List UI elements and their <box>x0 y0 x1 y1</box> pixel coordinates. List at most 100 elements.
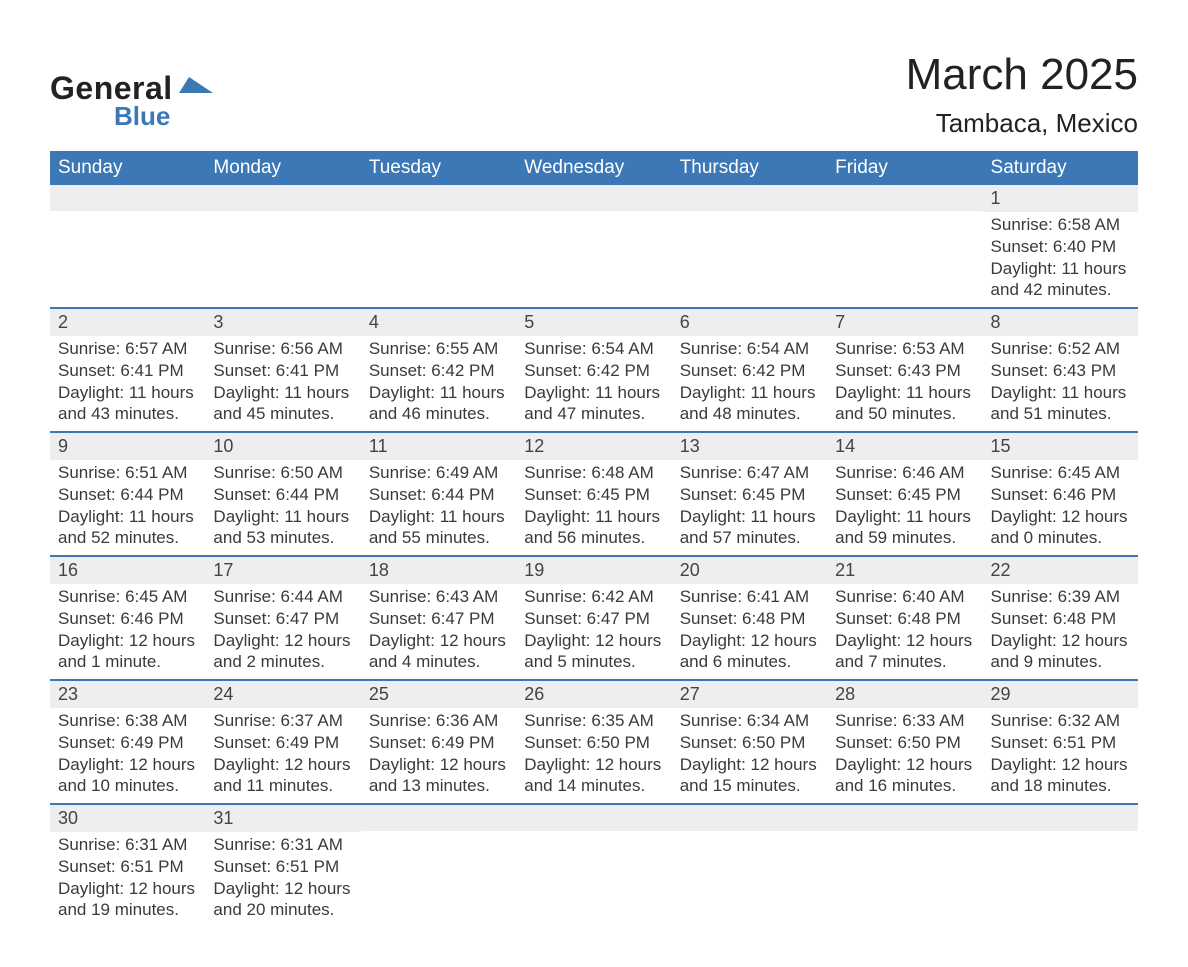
sunset-text: Sunset: 6:51 PM <box>213 856 352 878</box>
day-header: Wednesday <box>516 151 671 185</box>
day-header: Sunday <box>50 151 205 185</box>
calendar-empty-cell <box>827 804 982 927</box>
sunrise-text: Sunrise: 6:49 AM <box>369 462 508 484</box>
sunset-text: Sunset: 6:42 PM <box>680 360 819 382</box>
day-body: Sunrise: 6:36 AMSunset: 6:49 PMDaylight:… <box>361 708 516 803</box>
day-body: Sunrise: 6:48 AMSunset: 6:45 PMDaylight:… <box>516 460 671 555</box>
sunrise-text: Sunrise: 6:31 AM <box>213 834 352 856</box>
day-number: 27 <box>672 681 827 708</box>
calendar-day-cell: 18Sunrise: 6:43 AMSunset: 6:47 PMDayligh… <box>361 556 516 680</box>
sunset-text: Sunset: 6:45 PM <box>680 484 819 506</box>
logo-wedge-icon <box>179 77 213 104</box>
daylight-text: Daylight: 12 hours and 2 minutes. <box>213 630 352 674</box>
day-body <box>50 211 205 299</box>
calendar-empty-cell <box>672 185 827 308</box>
sunrise-text: Sunrise: 6:38 AM <box>58 710 197 732</box>
sunrise-text: Sunrise: 6:46 AM <box>835 462 974 484</box>
daylight-text: Daylight: 12 hours and 6 minutes. <box>680 630 819 674</box>
sunrise-text: Sunrise: 6:44 AM <box>213 586 352 608</box>
daylight-text: Daylight: 11 hours and 42 minutes. <box>991 258 1130 302</box>
calendar-day-cell: 28Sunrise: 6:33 AMSunset: 6:50 PMDayligh… <box>827 680 982 804</box>
sunset-text: Sunset: 6:46 PM <box>58 608 197 630</box>
daylight-text: Daylight: 11 hours and 46 minutes. <box>369 382 508 426</box>
daylight-text: Daylight: 11 hours and 52 minutes. <box>58 506 197 550</box>
daylight-text: Daylight: 12 hours and 4 minutes. <box>369 630 508 674</box>
day-number <box>205 185 360 211</box>
sunrise-text: Sunrise: 6:32 AM <box>991 710 1130 732</box>
day-header: Monday <box>205 151 360 185</box>
day-number: 10 <box>205 433 360 460</box>
day-body: Sunrise: 6:55 AMSunset: 6:42 PMDaylight:… <box>361 336 516 431</box>
daylight-text: Daylight: 11 hours and 51 minutes. <box>991 382 1130 426</box>
daylight-text: Daylight: 12 hours and 5 minutes. <box>524 630 663 674</box>
day-number <box>361 185 516 211</box>
day-body <box>672 211 827 299</box>
day-number <box>827 805 982 831</box>
daylight-text: Daylight: 12 hours and 11 minutes. <box>213 754 352 798</box>
day-body: Sunrise: 6:31 AMSunset: 6:51 PMDaylight:… <box>205 832 360 927</box>
calendar-day-cell: 30Sunrise: 6:31 AMSunset: 6:51 PMDayligh… <box>50 804 205 927</box>
day-number: 19 <box>516 557 671 584</box>
calendar-day-cell: 17Sunrise: 6:44 AMSunset: 6:47 PMDayligh… <box>205 556 360 680</box>
day-number: 12 <box>516 433 671 460</box>
sunrise-text: Sunrise: 6:51 AM <box>58 462 197 484</box>
day-header: Friday <box>827 151 982 185</box>
day-body: Sunrise: 6:51 AMSunset: 6:44 PMDaylight:… <box>50 460 205 555</box>
daylight-text: Daylight: 12 hours and 15 minutes. <box>680 754 819 798</box>
day-body: Sunrise: 6:53 AMSunset: 6:43 PMDaylight:… <box>827 336 982 431</box>
sunrise-text: Sunrise: 6:54 AM <box>524 338 663 360</box>
sunset-text: Sunset: 6:48 PM <box>835 608 974 630</box>
calendar-day-cell: 9Sunrise: 6:51 AMSunset: 6:44 PMDaylight… <box>50 432 205 556</box>
day-header-row: Sunday Monday Tuesday Wednesday Thursday… <box>50 151 1138 185</box>
sunset-text: Sunset: 6:44 PM <box>369 484 508 506</box>
day-number <box>361 805 516 831</box>
sunrise-text: Sunrise: 6:39 AM <box>991 586 1130 608</box>
sunset-text: Sunset: 6:43 PM <box>991 360 1130 382</box>
day-number: 8 <box>983 309 1138 336</box>
calendar-empty-cell <box>361 804 516 927</box>
day-number: 9 <box>50 433 205 460</box>
calendar-day-cell: 6Sunrise: 6:54 AMSunset: 6:42 PMDaylight… <box>672 308 827 432</box>
sunrise-text: Sunrise: 6:36 AM <box>369 710 508 732</box>
day-body: Sunrise: 6:49 AMSunset: 6:44 PMDaylight:… <box>361 460 516 555</box>
sunrise-text: Sunrise: 6:54 AM <box>680 338 819 360</box>
day-header: Thursday <box>672 151 827 185</box>
calendar-week-row: 23Sunrise: 6:38 AMSunset: 6:49 PMDayligh… <box>50 680 1138 804</box>
daylight-text: Daylight: 12 hours and 0 minutes. <box>991 506 1130 550</box>
day-number <box>50 185 205 211</box>
calendar-day-cell: 13Sunrise: 6:47 AMSunset: 6:45 PMDayligh… <box>672 432 827 556</box>
daylight-text: Daylight: 12 hours and 1 minute. <box>58 630 197 674</box>
calendar-day-cell: 29Sunrise: 6:32 AMSunset: 6:51 PMDayligh… <box>983 680 1138 804</box>
daylight-text: Daylight: 12 hours and 10 minutes. <box>58 754 197 798</box>
sunset-text: Sunset: 6:47 PM <box>524 608 663 630</box>
sunset-text: Sunset: 6:41 PM <box>58 360 197 382</box>
day-body: Sunrise: 6:38 AMSunset: 6:49 PMDaylight:… <box>50 708 205 803</box>
daylight-text: Daylight: 11 hours and 56 minutes. <box>524 506 663 550</box>
page-subtitle: Tambaca, Mexico <box>906 108 1138 139</box>
day-body: Sunrise: 6:47 AMSunset: 6:45 PMDaylight:… <box>672 460 827 555</box>
day-number: 15 <box>983 433 1138 460</box>
day-number <box>516 185 671 211</box>
calendar-body: 1Sunrise: 6:58 AMSunset: 6:40 PMDaylight… <box>50 185 1138 927</box>
day-number: 13 <box>672 433 827 460</box>
day-body: Sunrise: 6:31 AMSunset: 6:51 PMDaylight:… <box>50 832 205 927</box>
day-body: Sunrise: 6:33 AMSunset: 6:50 PMDaylight:… <box>827 708 982 803</box>
calendar-empty-cell <box>983 804 1138 927</box>
calendar-day-cell: 24Sunrise: 6:37 AMSunset: 6:49 PMDayligh… <box>205 680 360 804</box>
day-number: 3 <box>205 309 360 336</box>
sunrise-text: Sunrise: 6:57 AM <box>58 338 197 360</box>
day-body <box>361 831 516 919</box>
day-body: Sunrise: 6:34 AMSunset: 6:50 PMDaylight:… <box>672 708 827 803</box>
sunrise-text: Sunrise: 6:47 AM <box>680 462 819 484</box>
daylight-text: Daylight: 11 hours and 55 minutes. <box>369 506 508 550</box>
calendar-day-cell: 7Sunrise: 6:53 AMSunset: 6:43 PMDaylight… <box>827 308 982 432</box>
day-body <box>516 831 671 919</box>
sunrise-text: Sunrise: 6:41 AM <box>680 586 819 608</box>
day-body: Sunrise: 6:37 AMSunset: 6:49 PMDaylight:… <box>205 708 360 803</box>
calendar-page: General Blue March 2025 Tambaca, Mexico … <box>0 0 1188 967</box>
calendar-week-row: 9Sunrise: 6:51 AMSunset: 6:44 PMDaylight… <box>50 432 1138 556</box>
calendar-day-cell: 23Sunrise: 6:38 AMSunset: 6:49 PMDayligh… <box>50 680 205 804</box>
day-body <box>827 211 982 299</box>
calendar-day-cell: 25Sunrise: 6:36 AMSunset: 6:49 PMDayligh… <box>361 680 516 804</box>
day-number: 14 <box>827 433 982 460</box>
